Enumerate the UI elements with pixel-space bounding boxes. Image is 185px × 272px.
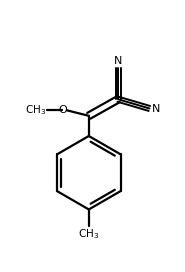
Text: CH$_3$: CH$_3$ <box>25 103 47 117</box>
Text: O: O <box>58 105 67 115</box>
Text: N: N <box>114 56 122 66</box>
Text: CH$_3$: CH$_3$ <box>78 227 99 241</box>
Text: N: N <box>152 104 161 115</box>
